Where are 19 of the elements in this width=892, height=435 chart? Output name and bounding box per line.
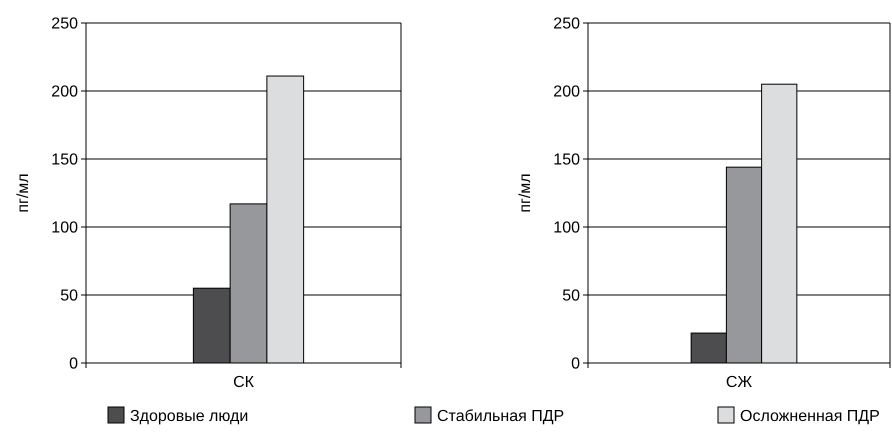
- y-axis-title: пг/мл: [517, 173, 534, 213]
- y-tick-label: 50: [562, 288, 580, 305]
- legend-label: Осложненная ПДР: [740, 408, 880, 425]
- legend-label: Стабильная ПДР: [437, 408, 564, 425]
- x-tick-label: СК: [233, 374, 255, 391]
- y-tick-label: 200: [553, 84, 580, 101]
- y-tick-label: 100: [553, 220, 580, 237]
- y-tick-label: 50: [60, 288, 78, 305]
- y-tick-label: 150: [51, 152, 78, 169]
- y-tick-label: 0: [69, 356, 78, 373]
- y-tick-label: 150: [553, 152, 580, 169]
- y-tick-label: 200: [51, 84, 78, 101]
- x-tick-label: СЖ: [726, 374, 752, 391]
- y-tick-label: 0: [571, 356, 580, 373]
- legend-label: Здоровые люди: [130, 408, 248, 425]
- y-tick-label: 250: [51, 16, 78, 33]
- y-axis-title: пг/мл: [15, 173, 32, 213]
- y-tick-label: 250: [553, 16, 580, 33]
- y-tick-label: 100: [51, 220, 78, 237]
